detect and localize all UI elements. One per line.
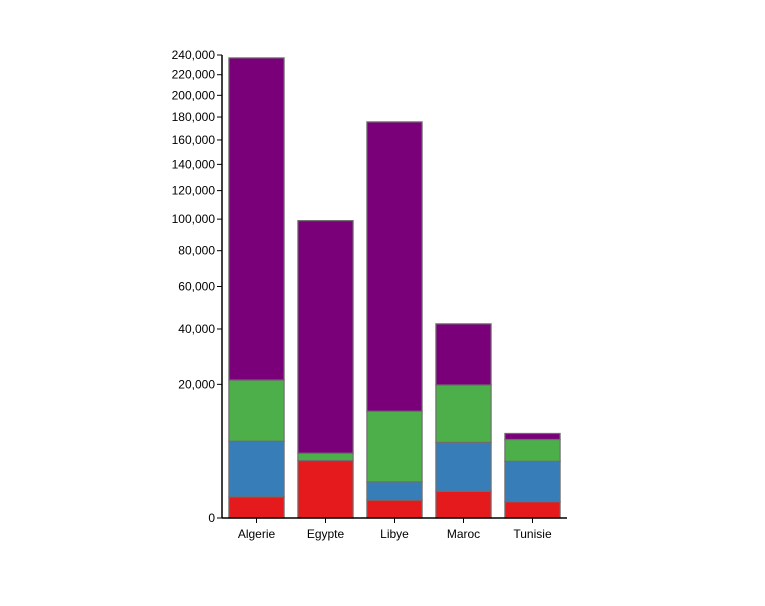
- y-tick-label: 80,000: [178, 244, 215, 258]
- x-tick-label: Libye: [380, 527, 409, 541]
- x-tick-label: Maroc: [447, 527, 480, 541]
- bars-group: [228, 57, 561, 519]
- bar-segment-maroc-1: [435, 441, 492, 492]
- y-tick-label: 100,000: [172, 212, 216, 226]
- y-tick-label: 220,000: [172, 68, 216, 82]
- y-tick-label: 120,000: [172, 184, 216, 198]
- y-tick-label: 180,000: [172, 110, 216, 124]
- bar-segment-libye-1: [366, 481, 423, 501]
- bar-segment-maroc-0: [435, 490, 492, 519]
- bar-segment-libye-3: [366, 121, 423, 412]
- y-axis: 0 20,000 40,000 60,000 80,000 100,000 120,000 1…: [172, 48, 223, 525]
- x-tick-label: Tunisie: [513, 527, 552, 541]
- bar-segment-algerie-2: [228, 379, 285, 442]
- bar-segment-egypte-0: [297, 459, 354, 519]
- bar-segment-tunisie-0: [504, 501, 561, 519]
- bar-segment-egypte-3: [297, 220, 354, 454]
- bar-segment-algerie-1: [228, 440, 285, 498]
- bar-segment-libye-0: [366, 499, 423, 519]
- y-tick-label: 200,000: [172, 88, 216, 102]
- bar-segment-maroc-2: [435, 384, 492, 443]
- x-axis: Algerie Egypte Libye Maroc Tunisie: [222, 517, 567, 541]
- bar-segment-tunisie-3: [504, 432, 561, 441]
- y-tick-label: 60,000: [178, 280, 215, 294]
- y-tick-label: 40,000: [178, 322, 215, 336]
- bar-segment-algerie-0: [228, 496, 285, 519]
- y-tick-label: 20,000: [178, 377, 215, 391]
- y-tick-label: 140,000: [172, 157, 216, 171]
- x-tick-label: Algerie: [238, 527, 276, 541]
- bar-segment-maroc-3: [435, 323, 492, 386]
- bar-segment-algerie-3: [228, 57, 285, 381]
- x-tick-label: Egypte: [307, 527, 345, 541]
- bar-segment-tunisie-2: [504, 438, 561, 462]
- y-tick-label: 0: [208, 511, 215, 525]
- y-tick-label: 240,000: [172, 48, 216, 62]
- bar-segment-libye-2: [366, 410, 423, 483]
- y-tick-label: 160,000: [172, 133, 216, 147]
- bar-segment-tunisie-1: [504, 460, 561, 503]
- bar-segment-egypte-2: [297, 452, 354, 462]
